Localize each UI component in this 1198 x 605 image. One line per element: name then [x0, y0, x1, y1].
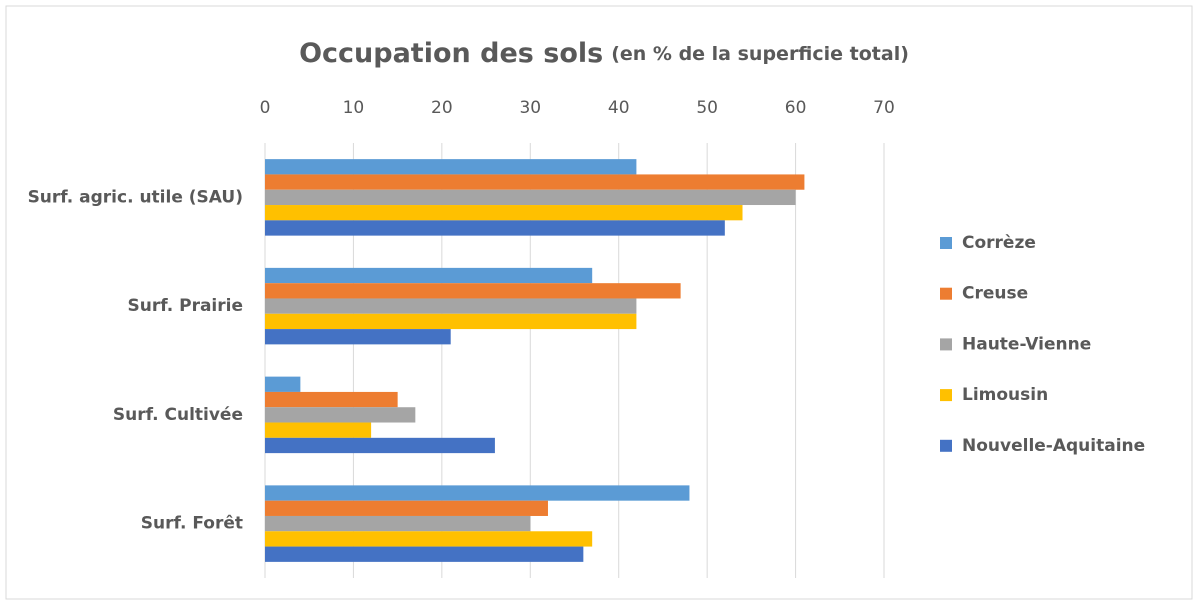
- chart-subtitle: (en % de la superficie total): [611, 43, 909, 65]
- bar: [265, 267, 593, 284]
- legend-swatch: [940, 338, 952, 351]
- y-tick-label: Surf. agric. utile (SAU): [28, 187, 243, 207]
- bar: [265, 298, 637, 314]
- x-tick-label: 40: [608, 98, 630, 118]
- x-tick-label: 10: [343, 98, 365, 118]
- bar: [265, 159, 637, 175]
- legend-swatch: [940, 287, 952, 300]
- bar: [265, 313, 637, 330]
- legend-label: Creuse: [962, 284, 1028, 304]
- bar: [265, 376, 301, 392]
- bar: [265, 500, 548, 516]
- y-tick-label: Surf. Forêt: [141, 514, 243, 534]
- bar: [265, 220, 725, 236]
- x-tick-label: 70: [873, 98, 895, 118]
- x-tick-label: 30: [519, 98, 541, 118]
- legend-label: Limousin: [962, 385, 1048, 405]
- legend-label: Corrèze: [962, 233, 1036, 253]
- bar: [265, 283, 681, 299]
- bar: [265, 391, 398, 408]
- bar: [265, 407, 416, 423]
- bar: [265, 205, 743, 221]
- bar: [265, 437, 495, 454]
- bar: [265, 515, 531, 532]
- x-tick-label: 20: [431, 98, 453, 118]
- x-tick-label: 0: [260, 98, 271, 118]
- y-tick-label: Surf. Prairie: [128, 296, 243, 316]
- x-tick-label: 60: [785, 98, 807, 118]
- bar: [265, 329, 451, 345]
- legend-swatch: [940, 439, 952, 452]
- bar: [265, 174, 805, 190]
- bar: [265, 531, 593, 547]
- chart-heading: Occupation des sols (en % de la superfici…: [299, 38, 909, 69]
- x-tick-label: 50: [696, 98, 718, 118]
- bar: [265, 422, 372, 438]
- chart-title: Occupation des sols: [299, 38, 603, 69]
- bar: [265, 546, 584, 562]
- legend-swatch: [940, 389, 952, 402]
- bar: [265, 485, 690, 501]
- legend-label: Haute-Vienne: [962, 334, 1091, 354]
- y-tick-label: Surf. Cultivée: [113, 405, 243, 425]
- legend-label: Nouvelle-Aquitaine: [962, 436, 1145, 456]
- legend-swatch: [940, 237, 952, 249]
- bar: [265, 189, 796, 206]
